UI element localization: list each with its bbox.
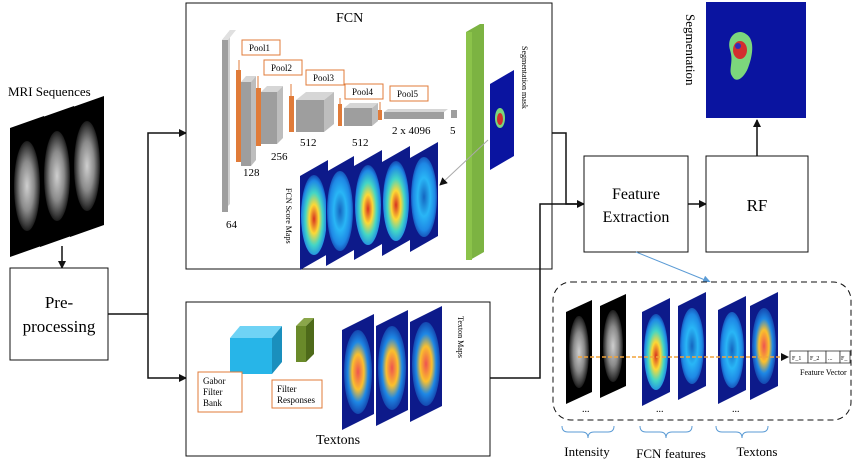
feature-extraction-line1: Feature xyxy=(612,186,660,203)
fcn-to-fe-arrow xyxy=(552,132,585,208)
dim-256: 256 xyxy=(271,151,288,163)
filter-responses-block xyxy=(296,318,314,362)
rf-box xyxy=(705,155,809,253)
group-textons: Textons xyxy=(737,444,778,459)
dim-64: 64 xyxy=(226,219,238,231)
preprocessing-line1: Pre- xyxy=(45,293,74,312)
texton-feature-images xyxy=(718,292,778,404)
mri-sequences-label: MRI Sequences xyxy=(8,84,91,99)
intensity-images xyxy=(566,294,626,404)
textons-title: Textons xyxy=(316,433,360,448)
preprocessing-line2: processing xyxy=(23,317,96,336)
feature-extraction-line2: Extraction xyxy=(603,209,670,226)
group-fcn-features: FCN features xyxy=(636,446,706,461)
pool2-label: Pool2 xyxy=(271,63,292,73)
vector-cell-3: ... xyxy=(828,356,833,362)
gabor-line2: Filter xyxy=(203,387,223,397)
vector-cell-2: F_2 xyxy=(810,356,819,362)
feature-vector-label: Feature Vector xyxy=(800,368,847,377)
gabor-label-box xyxy=(197,371,243,413)
group-intensity: Intensity xyxy=(564,444,610,459)
pool4-label: Pool4 xyxy=(352,87,374,97)
texton-maps xyxy=(342,306,442,430)
fcn-score-maps xyxy=(300,142,438,270)
dim-512a: 512 xyxy=(300,137,317,149)
split-arrows xyxy=(108,129,187,382)
dim-128: 128 xyxy=(243,167,260,179)
filter-resp-line2: Responses xyxy=(277,395,315,405)
ellipsis-intensity: ... xyxy=(582,404,590,415)
fcn-layers xyxy=(222,30,457,212)
feature-extraction-box xyxy=(583,155,689,253)
gabor-filter-bank-cube xyxy=(230,326,282,374)
filter-resp-line1: Filter xyxy=(277,384,297,394)
score-maps-label: FCN Score Maps xyxy=(284,188,293,244)
pool5-label: Pool5 xyxy=(397,89,419,99)
ellipsis-textons: ... xyxy=(732,404,740,415)
vector-cell-4: F_ xyxy=(841,356,848,362)
dim-512b: 512 xyxy=(352,137,369,149)
feature-vector xyxy=(789,350,851,364)
pool3-label: Pool3 xyxy=(313,73,335,83)
segmentation-label: Segmentation xyxy=(683,14,698,86)
fcn-title: FCN xyxy=(336,11,363,26)
vector-cell-1: F_1 xyxy=(792,356,801,362)
pool-labels xyxy=(238,39,429,110)
ellipsis-fcn: ... xyxy=(656,404,664,415)
fcn-feature-images xyxy=(642,292,706,406)
mri-stack xyxy=(10,96,104,257)
gabor-line3: Bank xyxy=(203,398,222,408)
segmentation-output-map xyxy=(706,2,806,118)
dim-5: 5 xyxy=(450,125,456,137)
dim-2x4096: 2 x 4096 xyxy=(392,125,431,137)
preprocessing-box xyxy=(9,267,109,361)
group-brackets xyxy=(561,425,769,439)
mask-to-scoremaps-line xyxy=(439,139,489,186)
textons-to-fe-arrow xyxy=(490,203,584,379)
seg-mask-label: Segmentation mask xyxy=(520,46,529,109)
filter-resp-label-box xyxy=(271,379,323,409)
fe-callout-line xyxy=(635,251,711,284)
rf-label: RF xyxy=(747,196,768,215)
pool1-label: Pool1 xyxy=(249,43,270,53)
gabor-line1: Gabor xyxy=(203,376,226,386)
texton-maps-label: Texton Maps xyxy=(456,316,465,358)
